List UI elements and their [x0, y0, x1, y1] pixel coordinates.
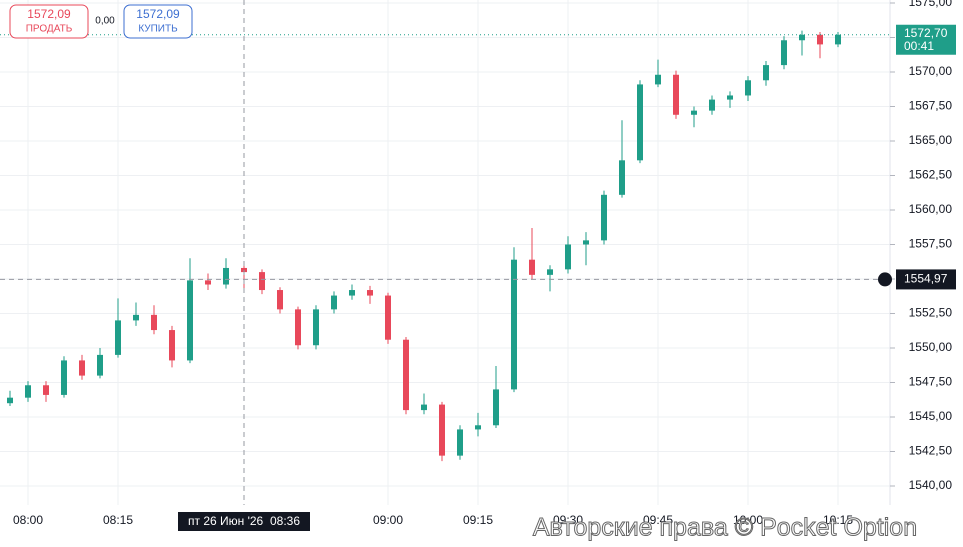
buy-label: КУПИТЬ [138, 24, 178, 35]
candle-body [403, 339, 409, 411]
sell-button[interactable] [9, 4, 89, 39]
trade-panel: 1572,09 ПРОДАТЬ 0,00 1572,09 КУПИТЬ [9, 4, 193, 39]
y-tick-label: 1562,50 [909, 168, 953, 182]
crosshair-time: 08:36 [270, 514, 300, 528]
candle-body [25, 385, 31, 398]
candle-body [259, 272, 265, 291]
overlay: 1540,00 1542,50 1545,00 1547,50 1550,00 1552,… [0, 0, 956, 531]
y-tick-label: 1547,50 [909, 375, 953, 389]
y-tick-label: 1545,00 [909, 409, 953, 423]
candle-body [547, 269, 553, 275]
candle-body [367, 290, 373, 296]
candle-body [673, 74, 679, 115]
candle-body [7, 397, 13, 404]
crosshair-date: пт 26 Июн '26 [188, 514, 264, 528]
candle-body [691, 110, 697, 115]
current-price-label: 1572,70 [904, 26, 948, 40]
candle-body [421, 404, 427, 411]
candle-body [619, 160, 625, 195]
candle-body [835, 34, 841, 45]
y-tick-label: 1567,50 [909, 99, 953, 113]
buy-button[interactable] [123, 4, 193, 39]
y-tick-label: 1560,00 [909, 202, 953, 216]
grid [0, 0, 890, 505]
crosshair-time-box [178, 512, 310, 531]
candle-body [655, 74, 661, 85]
candle-body [385, 295, 391, 340]
candle-body [781, 40, 787, 66]
candle-body [565, 244, 571, 270]
candle-body [313, 309, 319, 346]
y-tick-label: 1550,00 [909, 340, 953, 354]
candle-body [79, 360, 85, 376]
x-tick-label: 10:00 [733, 513, 763, 527]
buy-price: 1572,09 [136, 7, 180, 21]
x-tick-label: 09:30 [553, 513, 583, 527]
candle-body [799, 34, 805, 41]
candle-body [637, 84, 643, 161]
candle-body [151, 314, 157, 331]
candle-body [169, 330, 175, 361]
sell-price: 1572,09 [27, 7, 71, 21]
candle-body [583, 240, 589, 245]
x-tick-label: 10:15 [823, 513, 853, 527]
candle-body [223, 267, 229, 285]
sell-label: ПРОДАТЬ [26, 24, 73, 35]
crosshair-price-box [896, 269, 956, 290]
candle-body [205, 280, 211, 285]
y-tick-label: 1575,00 [909, 0, 953, 9]
y-tick-label: 1565,00 [909, 133, 953, 147]
candle-body [97, 354, 103, 376]
candle-body [331, 295, 337, 310]
crosshair-price: 1554,97 [904, 272, 948, 286]
y-tick-label: 1542,50 [909, 444, 953, 458]
candle-body [115, 320, 121, 355]
candle-body [727, 95, 733, 100]
candle-body [763, 65, 769, 81]
candle-body [277, 290, 283, 310]
countdown: 00:41 [904, 39, 934, 53]
x-tick-label: 09:45 [643, 513, 673, 527]
crosshair-plus [878, 272, 892, 287]
candle-body [457, 429, 463, 456]
x-tick-label: 09:00 [373, 513, 403, 527]
y-tick-label: 1557,50 [909, 237, 953, 251]
x-tick-label: 09:15 [463, 513, 493, 527]
candle-body [439, 404, 445, 456]
candle-body [187, 280, 193, 361]
candle-body [475, 425, 481, 430]
x-tick-label: 08:15 [103, 513, 133, 527]
candle-body [295, 309, 301, 346]
y-tick-label: 1570,00 [909, 64, 953, 78]
candle-body [511, 259, 517, 390]
spread: 0,00 [95, 16, 115, 27]
x-tick-label: 08:00 [13, 513, 43, 527]
candle-body [745, 80, 751, 96]
candle-body [709, 99, 715, 111]
candle-body [61, 360, 67, 395]
y-tick-label: 1552,50 [909, 306, 953, 320]
candle-body [349, 290, 355, 296]
candle-body [493, 389, 499, 426]
candle-body [817, 34, 823, 45]
candle-body [43, 385, 49, 395]
y-tick-label: 1540,00 [909, 478, 953, 492]
plot [7, 30, 841, 462]
candle-body [133, 314, 139, 321]
candle-body [601, 194, 607, 241]
candle-body [529, 259, 535, 275]
current-price-box [896, 24, 956, 55]
watermark: Авторские права © Pocket Option [533, 514, 917, 542]
